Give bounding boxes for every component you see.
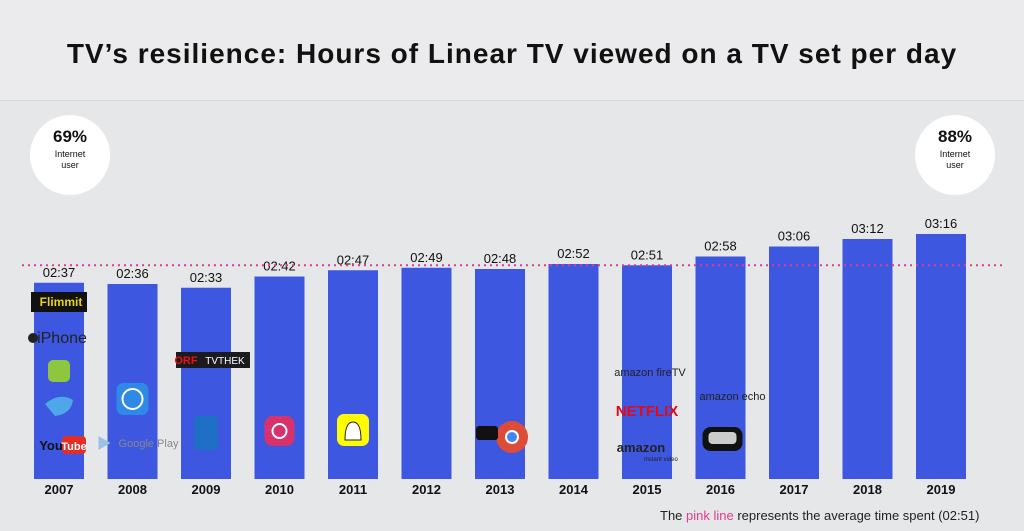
footnote: The pink line represents the average tim… — [660, 508, 979, 523]
iphone-logo: iPhone — [37, 330, 87, 347]
app-store-icon — [116, 383, 149, 415]
bar-2019 — [916, 234, 966, 479]
chrome-center-icon — [505, 430, 519, 444]
bar-2017 — [769, 246, 819, 479]
snapchat-ghost-icon — [344, 421, 362, 441]
google-play-logo: Google Play — [119, 438, 179, 450]
value-label-2018: 03:12 — [851, 221, 884, 236]
amazon-instant-video-sublabel: instant video — [644, 457, 678, 463]
title-banner: TV’s resilience: Hours of Linear TV view… — [0, 0, 1024, 101]
bar-2015 — [622, 265, 672, 479]
amazon-instant-video-logo: amazon — [617, 440, 665, 455]
apple-icon — [28, 333, 38, 343]
google-play-icon — [98, 436, 111, 450]
instagram-icon — [264, 416, 295, 446]
chart-title: TV’s resilience: Hours of Linear TV view… — [66, 38, 958, 69]
badge-label: Internet user — [939, 149, 971, 170]
youtube-logo: You — [39, 438, 63, 453]
x-tick-2018: 2018 — [853, 482, 882, 497]
x-tick-2009: 2009 — [192, 482, 221, 497]
value-label-2013: 02:48 — [484, 251, 517, 266]
badge-label: Internet user — [54, 149, 86, 170]
footnote-suffix: represents the average time spent (02:51… — [733, 508, 980, 523]
bar-2012 — [401, 267, 452, 479]
value-label-2012: 02:49 — [410, 250, 443, 265]
internet-user-badge-end: 88% Internet user — [915, 115, 995, 195]
bar-2014 — [548, 264, 599, 479]
bar-2018 — [842, 239, 893, 479]
x-tick-2008: 2008 — [118, 482, 147, 497]
x-tick-2013: 2013 — [486, 482, 515, 497]
orf-logo: ORF — [174, 355, 198, 367]
value-label-2017: 03:06 — [778, 229, 811, 244]
footnote-prefix: The — [660, 508, 687, 523]
flimmit-logo: Flimmit — [40, 295, 83, 309]
value-label-2014: 02:52 — [557, 246, 590, 261]
badge-value: 69% — [52, 127, 88, 146]
value-label-2010: 02:42 — [263, 259, 296, 274]
value-label-2011: 02:47 — [337, 252, 370, 267]
x-tick-2017: 2017 — [780, 482, 809, 497]
orf-tvthek-logo-bg — [176, 352, 250, 368]
tvthek-logo: TVTHEK — [205, 356, 245, 367]
value-label-2007: 02:37 — [43, 265, 76, 280]
chromecast-dongle-icon — [476, 426, 498, 440]
app-store-glyph-icon — [121, 388, 144, 410]
footnote-highlight: pink line — [686, 508, 734, 523]
bar-2010 — [254, 276, 305, 479]
x-tick-2016: 2016 — [706, 482, 735, 497]
amazon-firetv-logo: amazon fireTV — [614, 367, 686, 379]
youtube-tube-icon — [62, 436, 86, 454]
badge-value: 88% — [937, 127, 973, 146]
value-label-2008: 02:36 — [116, 266, 149, 281]
windows-phone-icon — [194, 416, 218, 450]
instagram-lens-icon — [271, 423, 288, 439]
amazon-echo-logo: amazon echo — [699, 391, 765, 403]
x-tick-2014: 2014 — [559, 482, 589, 497]
x-tick-2012: 2012 — [412, 482, 441, 497]
value-label-2015: 02:51 — [631, 247, 664, 262]
internet-user-badge-start: 69% Internet user — [30, 115, 110, 195]
flimmit-logo-bg — [31, 292, 87, 312]
android-icon — [48, 360, 70, 382]
bar-2009 — [181, 287, 231, 479]
vr-headset-front-icon — [708, 432, 737, 444]
bar-2008 — [107, 284, 158, 479]
x-tick-2007: 2007 — [45, 482, 74, 497]
value-label-2009: 02:33 — [190, 270, 223, 285]
twitter-icon — [45, 396, 73, 416]
x-tick-2015: 2015 — [633, 482, 662, 497]
value-label-2016: 02:58 — [704, 239, 737, 254]
bar-2011 — [328, 270, 378, 479]
value-label-2019: 03:16 — [925, 216, 958, 231]
netflix-logo: NETFLIX — [616, 403, 679, 420]
x-tick-2011: 2011 — [339, 482, 367, 497]
youtube-logo-tube: Tube — [61, 441, 86, 453]
x-tick-2019: 2019 — [927, 482, 956, 497]
x-tick-2010: 2010 — [265, 482, 294, 497]
